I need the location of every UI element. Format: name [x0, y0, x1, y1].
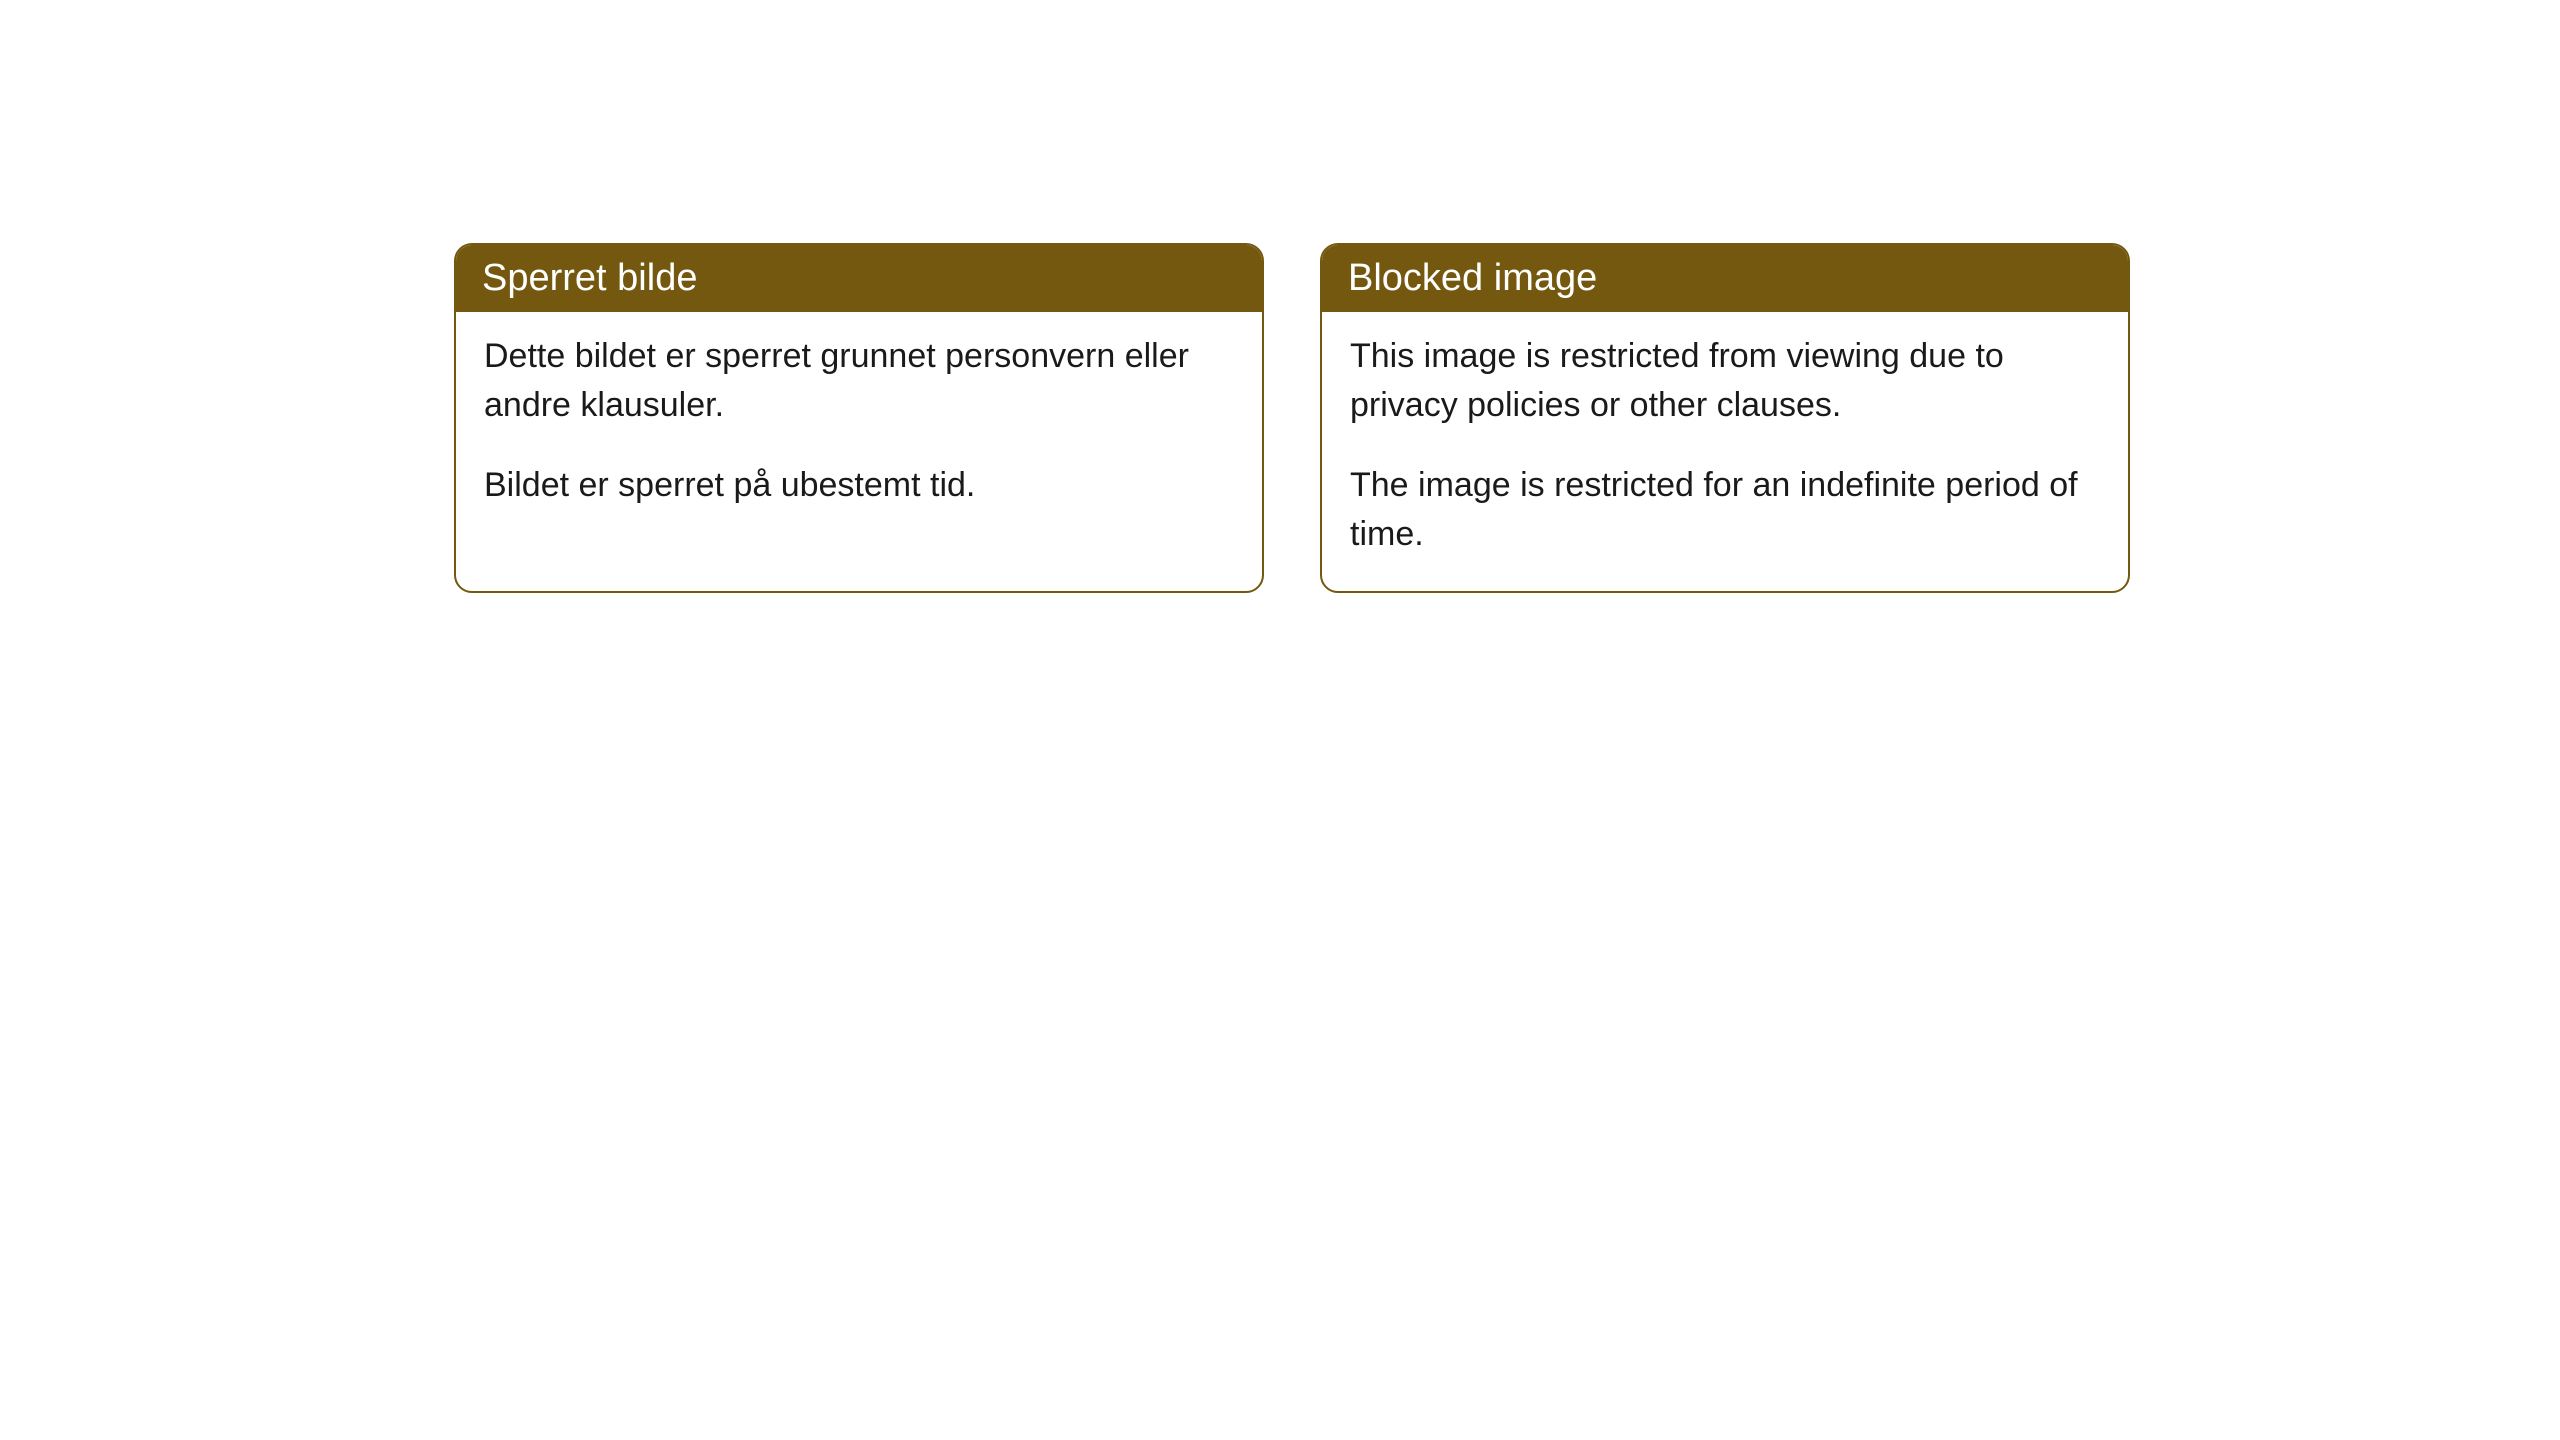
card-title-no: Sperret bilde	[456, 245, 1262, 312]
card-paragraph-2-en: The image is restricted for an indefinit…	[1350, 461, 2100, 560]
notice-container: Sperret bilde Dette bildet er sperret gr…	[0, 0, 2560, 593]
card-paragraph-2-no: Bildet er sperret på ubestemt tid.	[484, 461, 1234, 510]
card-title-en: Blocked image	[1322, 245, 2128, 312]
card-paragraph-1-en: This image is restricted from viewing du…	[1350, 332, 2100, 431]
card-body-no: Dette bildet er sperret grunnet personve…	[456, 312, 1262, 542]
card-paragraph-1-no: Dette bildet er sperret grunnet personve…	[484, 332, 1234, 431]
card-body-en: This image is restricted from viewing du…	[1322, 312, 2128, 591]
blocked-image-card-en: Blocked image This image is restricted f…	[1320, 243, 2130, 593]
blocked-image-card-no: Sperret bilde Dette bildet er sperret gr…	[454, 243, 1264, 593]
